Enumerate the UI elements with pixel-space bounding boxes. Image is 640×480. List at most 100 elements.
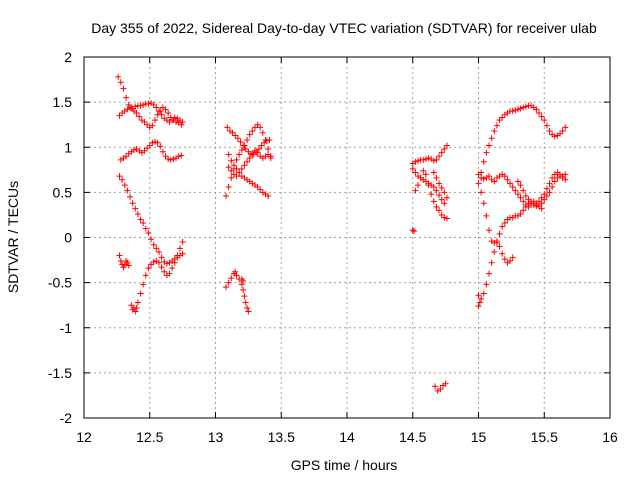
data-point (236, 169, 243, 176)
data-point (491, 248, 498, 255)
data-point (123, 153, 130, 160)
data-point (483, 149, 490, 156)
data-point (132, 205, 139, 212)
data-point (165, 155, 172, 162)
data-point (522, 192, 529, 199)
data-point (475, 171, 482, 178)
data-point (117, 257, 124, 264)
data-point (533, 202, 540, 209)
data-point (499, 114, 506, 121)
data-point (133, 304, 140, 311)
data-point (538, 205, 545, 212)
data-point (546, 180, 553, 187)
data-point (159, 148, 166, 155)
data-point (116, 173, 123, 180)
data-point (441, 200, 448, 207)
data-point (130, 146, 137, 153)
data-point (238, 165, 245, 172)
series-s3 (117, 138, 185, 163)
data-point (137, 102, 144, 109)
data-point (241, 142, 248, 149)
y-tick-label: 0.5 (53, 184, 73, 200)
data-point (241, 293, 248, 300)
data-point (132, 308, 139, 315)
data-point (137, 290, 144, 297)
data-point (538, 113, 545, 120)
data-point (237, 138, 244, 145)
data-point (223, 284, 230, 291)
data-point (179, 250, 186, 257)
data-point (228, 275, 235, 282)
data-point (178, 121, 185, 128)
data-point (415, 157, 422, 164)
data-point (249, 128, 256, 135)
data-point (246, 131, 253, 138)
data-point (257, 124, 264, 131)
series-s9 (225, 147, 274, 180)
series-s6 (128, 239, 186, 315)
data-point (425, 155, 432, 162)
series-s5 (116, 252, 132, 271)
data-point (248, 150, 255, 157)
data-point (241, 162, 248, 169)
data-point (228, 167, 235, 174)
data-point (488, 259, 495, 266)
y-tick-label: 1.5 (53, 94, 73, 110)
chart-title: Day 355 of 2022, Sidereal Day-to-day VTE… (91, 20, 597, 36)
data-point (120, 264, 127, 271)
y-tick-label: 1 (64, 139, 72, 155)
data-point (244, 304, 251, 311)
data-point (166, 270, 173, 277)
series-s23 (514, 173, 569, 209)
data-point (496, 243, 503, 250)
data-point (148, 261, 155, 268)
data-point (480, 200, 487, 207)
data-point (475, 180, 482, 187)
data-point (514, 178, 521, 185)
data-point (496, 230, 503, 237)
data-point (430, 198, 437, 205)
data-point (443, 194, 450, 201)
data-point (224, 124, 231, 131)
data-point (480, 290, 487, 297)
data-point (486, 270, 493, 277)
data-point (417, 174, 424, 181)
data-point (486, 142, 493, 149)
data-point (140, 281, 147, 288)
data-point (145, 265, 152, 272)
data-point (265, 146, 272, 153)
y-tick-label: -1.5 (48, 365, 72, 381)
x-tick-label: 13 (208, 429, 224, 445)
data-point (507, 180, 514, 187)
series-s4 (116, 173, 186, 267)
data-point (238, 281, 245, 288)
data-point (415, 182, 422, 189)
data-point (163, 260, 170, 267)
data-point (142, 272, 149, 279)
data-point (533, 106, 540, 113)
data-point (238, 146, 245, 153)
data-point (486, 227, 493, 234)
data-point (155, 259, 162, 266)
data-point (232, 268, 239, 275)
data-point (517, 105, 524, 112)
data-point (170, 155, 177, 162)
data-point (254, 183, 261, 190)
data-point (475, 292, 482, 299)
data-point (230, 162, 237, 169)
data-point (425, 182, 432, 189)
data-point (245, 308, 252, 315)
data-point (225, 151, 232, 158)
data-point (512, 107, 519, 114)
data-point (171, 114, 178, 121)
data-point (175, 153, 182, 160)
data-point (223, 192, 230, 199)
data-point (441, 214, 448, 221)
data-point (267, 153, 274, 160)
series-s18 (432, 380, 449, 394)
data-point (124, 259, 131, 266)
data-point (501, 173, 508, 180)
data-point (509, 108, 516, 115)
data-point (476, 299, 483, 306)
data-point (240, 286, 247, 293)
